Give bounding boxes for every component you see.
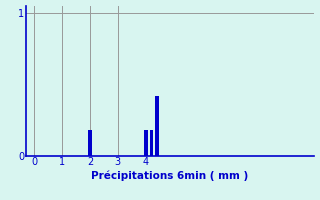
Bar bbox=[144, 130, 148, 156]
Bar bbox=[155, 96, 159, 156]
Bar bbox=[150, 130, 153, 156]
X-axis label: Précipitations 6min ( mm ): Précipitations 6min ( mm ) bbox=[91, 170, 248, 181]
Bar bbox=[88, 130, 92, 156]
